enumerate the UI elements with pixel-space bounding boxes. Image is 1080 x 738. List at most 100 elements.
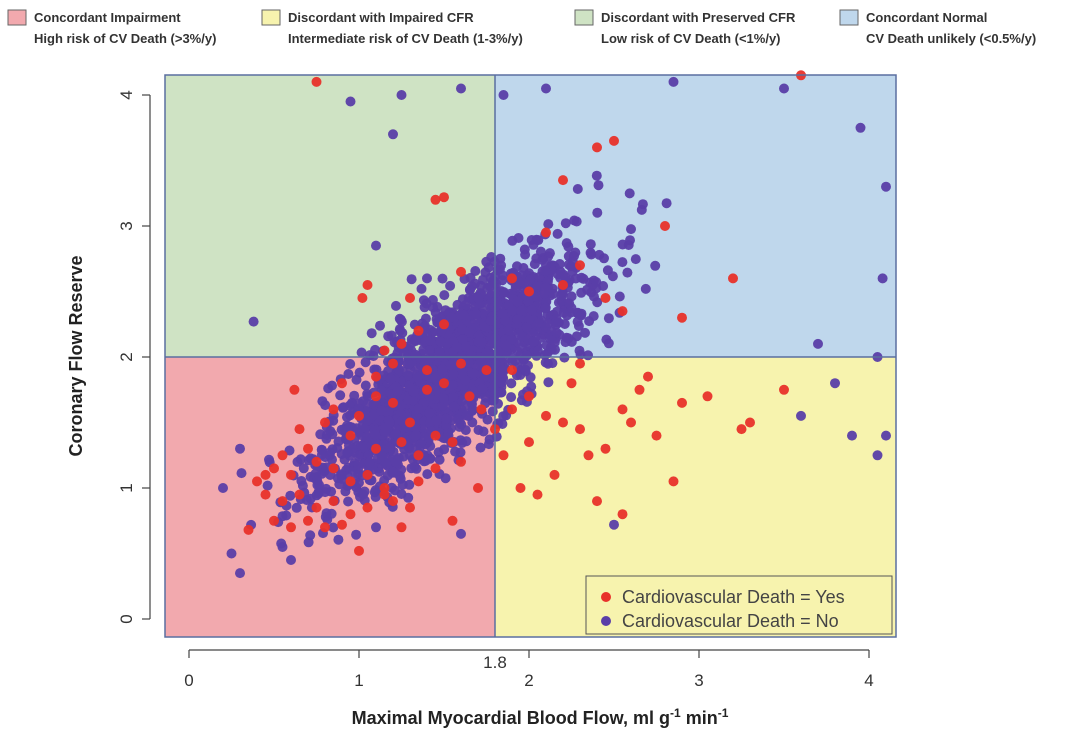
point-cv-death-no [292, 456, 303, 467]
point-cv-death-yes [354, 545, 364, 556]
point-cv-death-yes [422, 384, 432, 395]
point-cv-death-yes [405, 417, 415, 428]
point-cv-death-no [353, 459, 364, 470]
point-cv-death-no [485, 315, 496, 326]
point-cv-death-yes [447, 437, 458, 448]
point-cv-death-no [248, 316, 259, 327]
point-cv-death-no [460, 299, 471, 310]
point-cv-death-no [410, 349, 421, 360]
point-cv-death-yes [269, 515, 279, 526]
point-cv-death-no [516, 305, 526, 316]
point-cv-death-no [603, 313, 614, 324]
point-cv-death-no [455, 309, 466, 320]
point-cv-death-yes [371, 371, 381, 382]
point-cv-death-no [779, 83, 789, 94]
point-cv-death-no [603, 338, 614, 349]
inner-legend-label: Cardiovascular Death = No [622, 611, 839, 631]
point-cv-death-no [543, 377, 554, 388]
point-cv-death-no [588, 311, 599, 322]
point-cv-death-no [405, 450, 415, 461]
point-cv-death-no [468, 368, 479, 379]
point-cv-death-yes [575, 358, 585, 369]
y-tick-label: 1 [117, 483, 136, 492]
legend-sublabel: High risk of CV Death (>3%/y) [34, 31, 216, 46]
point-cv-death-no [554, 259, 565, 269]
point-cv-death-yes [260, 489, 271, 500]
legend-sublabel: CV Death unlikely (<0.5%/y) [866, 31, 1036, 46]
point-cv-death-no [284, 445, 295, 456]
point-cv-death-no [640, 283, 651, 294]
point-cv-death-no [594, 249, 605, 260]
point-cv-death-yes [357, 293, 368, 303]
point-cv-death-no [333, 436, 344, 447]
point-cv-death-no [471, 309, 482, 320]
point-cv-death-no [572, 184, 583, 194]
point-cv-death-yes [328, 404, 339, 415]
point-cv-death-no [521, 322, 532, 333]
point-cv-death-yes [396, 338, 407, 349]
point-cv-death-no [540, 265, 551, 276]
point-cv-death-no [506, 378, 517, 389]
point-cv-death-no [425, 441, 436, 452]
point-cv-death-no [396, 90, 407, 100]
point-cv-death-yes [311, 456, 322, 467]
point-cv-death-no [592, 207, 603, 218]
inner-legend-marker [601, 616, 611, 626]
point-cv-death-no [539, 288, 550, 299]
point-cv-death-yes [651, 430, 662, 441]
point-cv-death-yes [476, 404, 487, 415]
point-cv-death-no [446, 312, 457, 323]
point-cv-death-no [526, 304, 537, 315]
point-cv-death-no [592, 297, 603, 308]
point-cv-death-no [326, 508, 337, 519]
point-cv-death-no [347, 443, 358, 454]
point-cv-death-no [392, 386, 403, 397]
point-cv-death-no [218, 483, 228, 493]
point-cv-death-no [617, 257, 628, 268]
plot-frame [164, 74, 897, 638]
plot-area [164, 70, 897, 638]
legend-item-discordant-preserved-cfr: Discordant with Preserved CFR Low risk of… [574, 9, 796, 46]
point-cv-death-no [452, 414, 463, 425]
x-axis-title-main: Maximal Myocardial Blood Flow, ml g [352, 708, 670, 728]
point-cv-death-yes [328, 463, 339, 474]
point-cv-death-no [560, 337, 571, 348]
point-cv-death-no [532, 345, 543, 356]
point-cv-death-yes [320, 522, 330, 533]
point-cv-death-yes [243, 524, 254, 535]
point-cv-death-yes [447, 515, 458, 526]
point-cv-death-no [286, 555, 296, 565]
point-cv-death-no [445, 360, 456, 370]
point-cv-death-yes [439, 192, 449, 203]
point-cv-death-no [370, 492, 381, 502]
point-cv-death-no [650, 260, 661, 271]
point-cv-death-yes [566, 378, 577, 389]
legend-swatch [574, 9, 594, 26]
point-cv-death-no [513, 233, 524, 243]
point-cv-death-no [661, 198, 672, 209]
point-cv-death-no [403, 395, 414, 405]
point-cv-death-yes [600, 293, 611, 303]
point-cv-death-no [336, 469, 347, 480]
point-cv-death-yes [592, 142, 602, 153]
point-cv-death-no [391, 458, 402, 468]
point-cv-death-yes [413, 325, 424, 336]
point-cv-death-no [445, 280, 456, 291]
point-cv-death-no [384, 417, 395, 428]
point-cv-death-no [362, 391, 373, 402]
point-cv-death-no [526, 235, 537, 245]
x-axis-title: Maximal Myocardial Blood Flow, ml g-1 mi… [352, 706, 729, 728]
point-cv-death-no [507, 305, 518, 316]
point-cv-death-no [416, 283, 427, 294]
point-cv-death-no [370, 429, 381, 440]
point-cv-death-yes [328, 496, 339, 507]
point-cv-death-no [617, 239, 628, 250]
legend-sublabel: Intermediate risk of CV Death (1-3%/y) [288, 31, 523, 46]
point-cv-death-yes [498, 450, 509, 461]
point-cv-death-no [369, 409, 379, 420]
point-cv-death-yes [371, 391, 381, 402]
point-cv-death-yes [507, 365, 517, 376]
point-cv-death-no [497, 308, 508, 319]
point-cv-death-no [386, 373, 396, 384]
point-cv-death-no [451, 342, 462, 352]
